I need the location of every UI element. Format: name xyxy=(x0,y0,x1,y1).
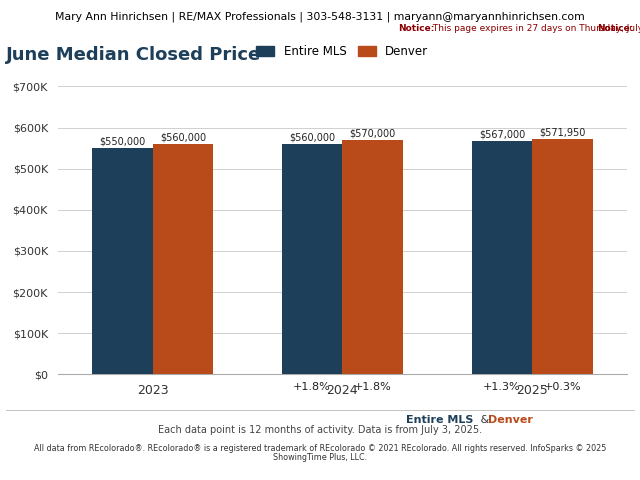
Text: $560,000: $560,000 xyxy=(160,132,206,143)
Text: Notice:: Notice: xyxy=(597,24,634,34)
Text: Entire MLS: Entire MLS xyxy=(406,415,474,425)
Bar xyxy=(152,144,213,374)
Text: +0.3%: +0.3% xyxy=(544,382,582,392)
Text: Notice:: Notice: xyxy=(398,24,435,34)
Text: ShowingTime Plus, LLC.: ShowingTime Plus, LLC. xyxy=(273,453,367,462)
Bar xyxy=(92,148,152,374)
Text: Each data point is 12 months of activity. Data is from July 3, 2025.: Each data point is 12 months of activity… xyxy=(158,425,482,435)
Text: June Median Closed Price: June Median Closed Price xyxy=(6,46,262,63)
Text: $560,000: $560,000 xyxy=(289,132,335,143)
Text: +1.8%: +1.8% xyxy=(293,382,331,392)
Bar xyxy=(342,140,403,374)
Text: +1.8%: +1.8% xyxy=(354,382,392,392)
Text: $567,000: $567,000 xyxy=(479,130,525,140)
Text: Denver: Denver xyxy=(488,415,532,425)
Text: $571,950: $571,950 xyxy=(540,128,586,138)
Legend: Entire MLS, Denver: Entire MLS, Denver xyxy=(252,40,433,63)
Text: +1.3%: +1.3% xyxy=(483,382,521,392)
Text: This page expires in 27 days on Thursday, July 31, 2025.: This page expires in 27 days on Thursday… xyxy=(430,24,640,34)
Text: &: & xyxy=(477,415,493,425)
Text: $570,000: $570,000 xyxy=(349,129,396,138)
Text: Mary Ann Hinrichsen | RE/MAX Professionals | 303-548-3131 | maryann@maryannhinri: Mary Ann Hinrichsen | RE/MAX Professiona… xyxy=(55,11,585,22)
Bar xyxy=(282,144,342,374)
Bar xyxy=(532,139,593,374)
Text: All data from REcolorado®. REcolorado® is a registered trademark of REcolorado ©: All data from REcolorado®. REcolorado® i… xyxy=(34,444,606,453)
Bar xyxy=(472,141,532,374)
Text: $550,000: $550,000 xyxy=(99,137,145,147)
